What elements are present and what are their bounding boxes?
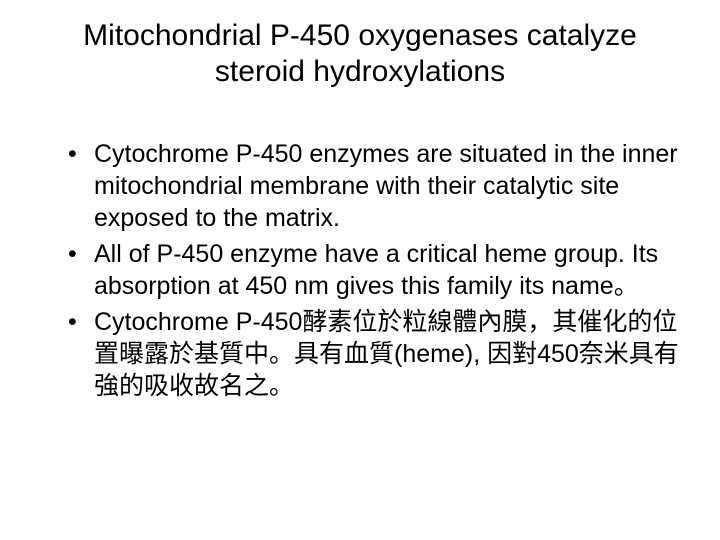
bullet-item: All of P-450 enzyme have a critical heme… [68, 238, 680, 302]
slide-title: Mitochondrial P-450 oxygenases catalyze … [40, 18, 680, 90]
bullet-list: Cytochrome P-450 enzymes are situated in… [40, 138, 680, 402]
bullet-item: Cytochrome P-450 enzymes are situated in… [68, 138, 680, 234]
bullet-item: Cytochrome P-450酵素位於粒線體內膜，其催化的位置曝露於基質中。具… [68, 306, 680, 402]
